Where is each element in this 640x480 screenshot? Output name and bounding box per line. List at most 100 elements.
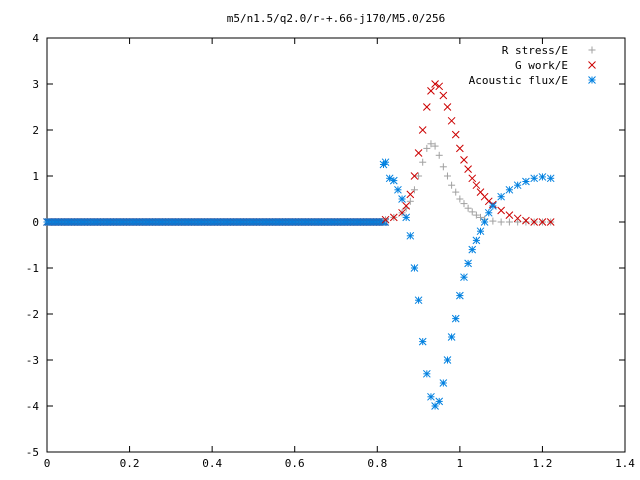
plot-frame bbox=[46, 37, 626, 453]
data-point bbox=[418, 126, 427, 134]
data-point bbox=[513, 214, 522, 223]
y-tick-label: 1 bbox=[32, 170, 39, 183]
data-point bbox=[406, 190, 415, 199]
y-tick-label: -4 bbox=[26, 400, 40, 413]
data-point bbox=[452, 188, 460, 196]
data-point bbox=[435, 82, 444, 91]
data-point bbox=[415, 172, 423, 180]
y-tick-label: 4 bbox=[32, 32, 39, 45]
data-point bbox=[451, 130, 460, 139]
data-point bbox=[464, 259, 472, 268]
data-point bbox=[464, 204, 472, 212]
series-layer bbox=[43, 80, 555, 410]
data-point bbox=[418, 337, 427, 346]
legend-marker bbox=[588, 61, 596, 69]
data-point bbox=[472, 181, 481, 190]
data-point bbox=[422, 369, 431, 378]
y-tick-label: -1 bbox=[26, 262, 39, 275]
data-point bbox=[477, 213, 484, 221]
data-point bbox=[439, 91, 448, 100]
data-point bbox=[538, 173, 547, 181]
data-point bbox=[546, 174, 555, 183]
data-point bbox=[480, 218, 489, 226]
data-point bbox=[460, 200, 468, 208]
data-point bbox=[423, 144, 431, 152]
data-point bbox=[460, 273, 468, 282]
x-tick-label: 1.2 bbox=[532, 457, 552, 470]
data-point bbox=[406, 197, 414, 205]
data-point bbox=[427, 392, 435, 401]
data-point bbox=[447, 333, 456, 341]
data-point bbox=[435, 397, 444, 406]
data-point bbox=[489, 217, 497, 225]
data-point bbox=[431, 142, 439, 150]
data-point bbox=[530, 174, 539, 183]
y-tick-label: 0 bbox=[32, 216, 39, 229]
data-point bbox=[513, 181, 522, 190]
data-point bbox=[419, 158, 427, 166]
data-point bbox=[468, 208, 476, 216]
data-point bbox=[522, 218, 530, 226]
data-point bbox=[476, 227, 485, 236]
data-point bbox=[456, 195, 464, 203]
data-point bbox=[402, 213, 411, 222]
data-point bbox=[381, 215, 390, 224]
y-tick-label: -3 bbox=[26, 354, 39, 367]
data-point bbox=[468, 245, 477, 254]
data-point bbox=[394, 185, 402, 194]
data-point bbox=[443, 172, 451, 180]
data-point bbox=[431, 402, 439, 410]
y-tick-label: 2 bbox=[32, 124, 39, 137]
data-point bbox=[456, 144, 464, 153]
data-point bbox=[427, 140, 435, 148]
data-point bbox=[468, 174, 477, 183]
data-point bbox=[381, 158, 390, 167]
data-point bbox=[422, 103, 431, 111]
legend-label: Acoustic flux/E bbox=[469, 74, 568, 87]
data-point bbox=[484, 208, 493, 217]
y-axis: 4 3 2 1 0 -1 -2 -3 -4 -5 bbox=[26, 32, 625, 459]
y-tick-label: 3 bbox=[32, 78, 39, 91]
data-point bbox=[414, 296, 423, 305]
data-point bbox=[398, 195, 406, 203]
x-tick-label: 0.6 bbox=[285, 457, 305, 470]
data-point bbox=[439, 163, 447, 171]
data-point bbox=[497, 206, 505, 215]
data-point bbox=[522, 177, 530, 186]
data-point bbox=[402, 202, 411, 210]
data-point bbox=[389, 213, 398, 222]
data-point bbox=[447, 116, 456, 125]
data-point bbox=[389, 176, 398, 185]
data-point bbox=[443, 103, 452, 111]
data-point bbox=[406, 231, 415, 240]
data-point bbox=[439, 379, 448, 387]
legend-label: G work/E bbox=[515, 59, 568, 72]
data-point bbox=[460, 156, 468, 164]
data-point bbox=[435, 151, 443, 159]
data-point bbox=[464, 165, 472, 173]
data-point bbox=[410, 264, 419, 272]
x-tick-label: 0.2 bbox=[120, 457, 140, 470]
data-point bbox=[497, 192, 505, 201]
legend: R stress/E G work/E Acoustic flux/E bbox=[469, 44, 596, 87]
x-tick-label: 0.8 bbox=[367, 457, 387, 470]
data-point bbox=[472, 211, 480, 219]
data-point bbox=[489, 202, 497, 210]
x-tick-label: 1.4 bbox=[615, 457, 635, 470]
data-point bbox=[431, 80, 439, 88]
data-point bbox=[546, 218, 555, 226]
data-point bbox=[514, 218, 522, 226]
series-acoustic-flux-e bbox=[379, 158, 555, 410]
data-point bbox=[443, 356, 452, 364]
data-point bbox=[522, 216, 530, 225]
x-tick-label: 1 bbox=[457, 457, 464, 470]
x-axis: 0 0.2 0.4 0.6 0.8 1 1.2 1.4 bbox=[44, 38, 635, 470]
data-point bbox=[451, 314, 460, 323]
x-tick-label: 0.4 bbox=[202, 457, 222, 470]
data-point bbox=[530, 218, 539, 226]
data-point bbox=[410, 186, 418, 194]
data-point bbox=[427, 87, 435, 95]
data-point bbox=[410, 172, 419, 180]
series-r-stress-e bbox=[382, 140, 555, 226]
